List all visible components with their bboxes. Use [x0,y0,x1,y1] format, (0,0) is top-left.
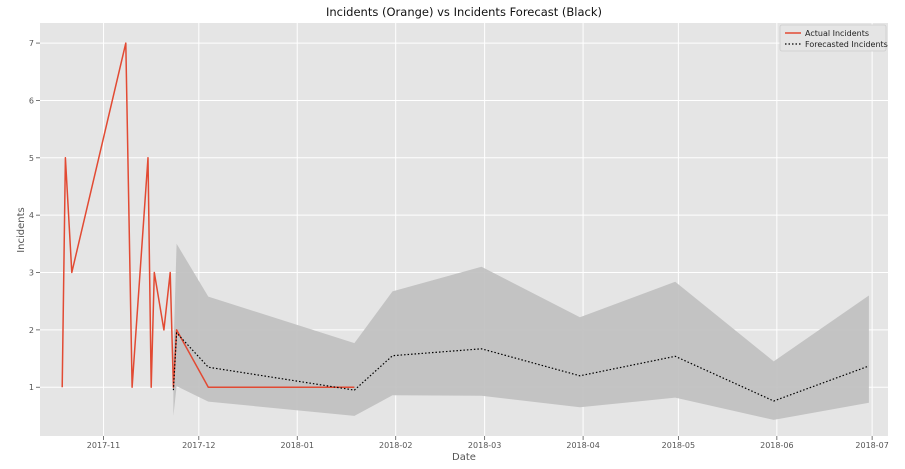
series-lines [61,42,870,402]
x-tick-label: 2018-05 [662,441,695,450]
y-tick-label: 6 [29,96,34,105]
x-axis-label: Date [452,452,476,463]
y-tick-label: 2 [29,326,34,335]
legend-box [779,24,887,52]
x-tick-label: 2018-04 [566,441,599,450]
confidence-band-area [173,243,869,420]
x-tick-label: 2017-11 [87,441,120,450]
y-tick-label: 4 [29,211,34,220]
series-line-actual [61,42,355,388]
x-tick-label: 2018-07 [855,441,888,450]
y-tick-label: 5 [29,154,34,163]
x-tick-label: 2018-02 [379,441,412,450]
y-axis-label: Incidents [16,207,27,253]
legend-entry-actual: Actual Incidents [805,29,869,38]
y-tick-label: 7 [29,39,34,48]
x-tick-label: 2018-03 [468,441,501,450]
series-line-forecast [172,332,870,402]
x-tick-label: 2018-06 [760,441,793,450]
y-tick-label: 3 [29,269,34,278]
y-tick-label: 1 [29,383,34,392]
chart-title: Incidents (Orange) vs Incidents Forecast… [326,5,602,19]
legend-entry-forecast: Forecasted Incidents [805,40,888,49]
legend: Actual Incidents Forecasted Incidents [779,24,888,52]
y-axis-ticks: 1 2 3 4 5 6 7 [29,39,40,392]
x-tick-label: 2017-12 [182,441,215,450]
x-tick-label: 2018-01 [281,441,314,450]
x-axis-ticks: 2017-11 2017-12 2018-01 2018-02 2018-03 2018-… [87,436,889,450]
confidence-band [173,243,869,420]
